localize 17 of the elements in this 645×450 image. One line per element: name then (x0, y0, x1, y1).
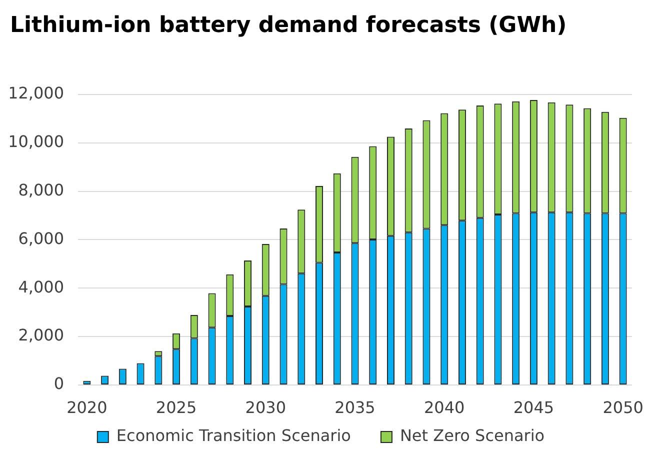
x-tick-label: 2045 (513, 398, 554, 417)
x-tick-label: 2035 (334, 398, 376, 417)
x-tick-label: 2050 (602, 398, 644, 417)
x-tick-label: 2025 (156, 398, 197, 417)
legend-label: Economic Transition Scenario (116, 426, 351, 446)
y-tick-label: 4,000 (18, 277, 64, 296)
legend-label: Net Zero Scenario (400, 426, 545, 446)
chart-title: Lithium-ion battery demand forecasts (GWh) (10, 12, 567, 38)
y-tick-label: 2,000 (18, 326, 64, 345)
y-tick-label: 12,000 (8, 84, 64, 103)
x-tick-label: 2040 (424, 398, 465, 417)
x-tick-label: 2020 (66, 398, 108, 417)
y-tick-label: 8,000 (18, 180, 64, 200)
y-tick-label: 0 (54, 374, 64, 394)
x-tick-label: 2030 (245, 398, 286, 417)
y-tick-label: 6,000 (18, 228, 64, 248)
y-tick-label: 10,000 (8, 132, 64, 151)
